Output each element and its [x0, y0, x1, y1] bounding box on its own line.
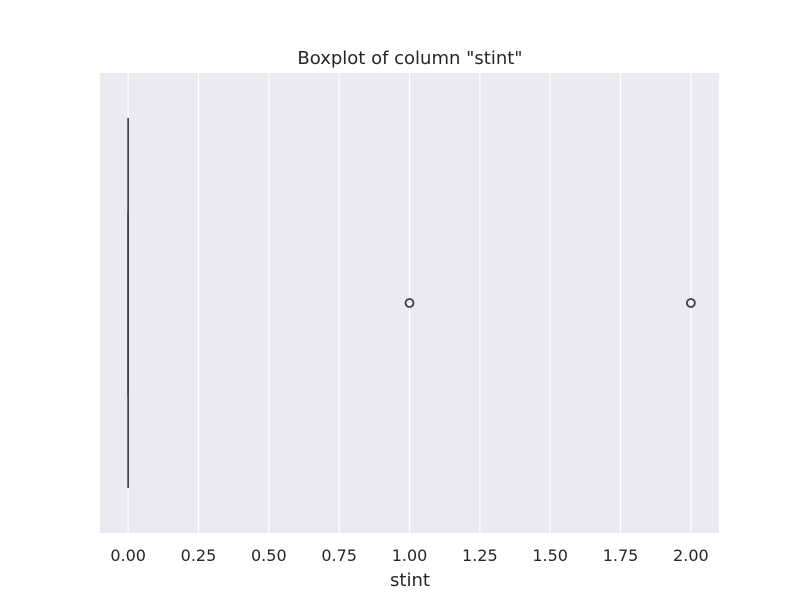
x-tick-label: 1.25: [462, 546, 498, 565]
x-tick-label: 1.00: [392, 546, 428, 565]
x-axis-ticks: 0.00 0.25 0.50 0.75 1.00 1.25 1.50 1.75 2.00: [110, 546, 708, 565]
x-tick-label: 1.50: [532, 546, 568, 565]
x-tick-label: 2.00: [673, 546, 709, 565]
x-tick-label: 0.75: [321, 546, 357, 565]
x-axis-label: stint: [390, 570, 430, 591]
x-tick-label: 1.75: [603, 546, 639, 565]
chart-title: Boxplot of column "stint": [297, 48, 522, 69]
x-tick-label: 0.25: [181, 546, 217, 565]
x-tick-label: 0.00: [110, 546, 146, 565]
x-tick-label: 0.50: [251, 546, 287, 565]
